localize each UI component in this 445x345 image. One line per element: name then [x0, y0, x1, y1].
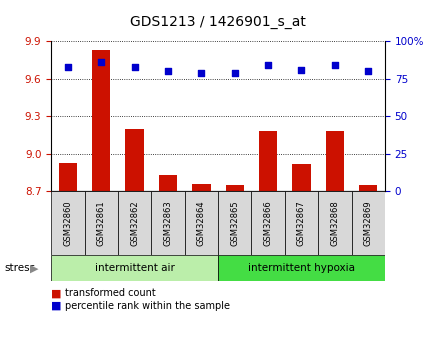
Point: [298, 67, 305, 73]
Bar: [292, 164, 311, 191]
Text: percentile rank within the sample: percentile rank within the sample: [65, 301, 230, 311]
Bar: [318, 191, 352, 255]
Bar: [125, 129, 144, 191]
Bar: [226, 185, 244, 191]
Text: transformed count: transformed count: [65, 288, 155, 298]
Text: GSM32868: GSM32868: [330, 200, 340, 246]
Text: GSM32863: GSM32863: [163, 200, 173, 246]
Text: GDS1213 / 1426901_s_at: GDS1213 / 1426901_s_at: [130, 16, 306, 29]
Point: [365, 69, 372, 74]
Bar: [251, 191, 285, 255]
Bar: [118, 191, 151, 255]
Bar: [51, 255, 218, 281]
Bar: [352, 191, 385, 255]
Text: GSM32865: GSM32865: [230, 200, 239, 246]
Point: [98, 60, 105, 65]
Text: ■: ■: [51, 301, 62, 311]
Point: [65, 64, 72, 70]
Point: [198, 70, 205, 76]
Bar: [51, 191, 85, 255]
Text: GSM32869: GSM32869: [364, 200, 373, 246]
Bar: [218, 191, 251, 255]
Bar: [285, 191, 318, 255]
Point: [265, 63, 272, 68]
Bar: [151, 191, 185, 255]
Bar: [359, 185, 377, 191]
Text: GSM32864: GSM32864: [197, 200, 206, 246]
Point: [332, 63, 339, 68]
Text: ▶: ▶: [30, 263, 39, 273]
Bar: [159, 175, 177, 191]
Text: stress: stress: [4, 263, 36, 273]
Point: [165, 69, 172, 74]
Text: intermittent hypoxia: intermittent hypoxia: [248, 263, 355, 273]
Bar: [85, 191, 118, 255]
Bar: [218, 255, 385, 281]
Text: intermittent air: intermittent air: [95, 263, 174, 273]
Text: GSM32866: GSM32866: [263, 200, 273, 246]
Bar: [259, 131, 277, 191]
Point: [231, 70, 239, 76]
Text: ■: ■: [51, 288, 62, 298]
Point: [131, 64, 138, 70]
Text: GSM32867: GSM32867: [297, 200, 306, 246]
Bar: [59, 163, 77, 191]
Bar: [326, 131, 344, 191]
Bar: [92, 50, 110, 191]
Text: GSM32860: GSM32860: [63, 200, 73, 246]
Text: GSM32862: GSM32862: [130, 200, 139, 246]
Text: GSM32861: GSM32861: [97, 200, 106, 246]
Bar: [192, 184, 210, 191]
Bar: [185, 191, 218, 255]
